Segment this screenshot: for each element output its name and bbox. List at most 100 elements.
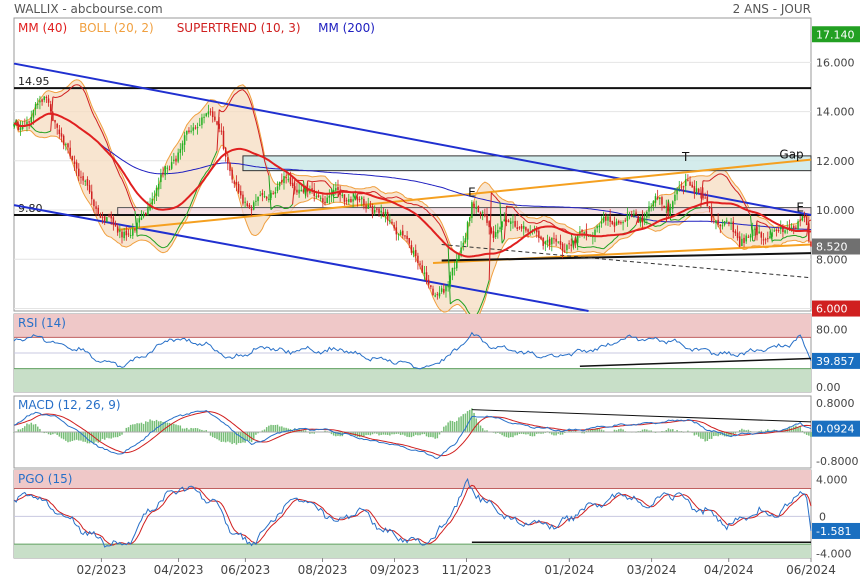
rsi-tick-label: 80.00 bbox=[816, 324, 848, 337]
candle-body bbox=[754, 228, 756, 230]
macd-histogram-bar bbox=[330, 432, 333, 435]
candle-body bbox=[276, 186, 279, 192]
candle-body bbox=[661, 197, 663, 205]
macd-histogram-bar bbox=[287, 428, 290, 432]
macd-histogram-bar bbox=[209, 432, 212, 436]
macd-histogram-bar bbox=[479, 425, 482, 432]
macd-histogram-bar bbox=[639, 430, 642, 432]
macd-histogram-bar bbox=[37, 426, 39, 432]
macd-histogram-bar bbox=[719, 432, 722, 436]
macd-histogram-bar bbox=[710, 432, 713, 439]
candle-body bbox=[386, 211, 389, 221]
candle-body bbox=[47, 98, 50, 103]
candle-body bbox=[140, 217, 143, 220]
x-tick-label: 04/2023 bbox=[154, 563, 204, 577]
chart-header-period: 2 ANS - JOUR bbox=[733, 2, 811, 16]
macd-histogram-bar bbox=[471, 408, 473, 432]
candle-body bbox=[669, 208, 672, 210]
candle-body bbox=[479, 212, 482, 215]
supertrend-bear-line bbox=[15, 84, 812, 281]
macd-histogram-bar bbox=[201, 429, 203, 432]
candle-body bbox=[451, 267, 454, 276]
candle-body bbox=[497, 230, 499, 234]
macd-histogram-bar bbox=[138, 423, 141, 432]
macd-histogram-bar bbox=[548, 432, 551, 434]
candle-body bbox=[397, 233, 400, 235]
macd-histogram-bar bbox=[797, 426, 799, 432]
candle-body bbox=[633, 213, 635, 216]
candle-body bbox=[678, 187, 681, 189]
macd-histogram-bar bbox=[393, 432, 395, 435]
candle-body bbox=[639, 217, 642, 223]
macd-histogram-bar bbox=[760, 430, 763, 432]
candle-body bbox=[414, 249, 417, 256]
macd-histogram-bar bbox=[302, 430, 305, 432]
price-tick-label: 14.000 bbox=[816, 106, 855, 119]
macd-histogram-bar bbox=[594, 429, 596, 432]
candle-body bbox=[512, 221, 514, 223]
macd-histogram-bar bbox=[216, 432, 218, 440]
candle-body bbox=[352, 199, 354, 202]
macd-histogram-bar bbox=[179, 425, 182, 432]
candle-body bbox=[458, 253, 460, 260]
candle-body bbox=[300, 189, 303, 192]
candle-body bbox=[423, 272, 426, 274]
gap-annotation: Gap bbox=[779, 147, 803, 161]
macd-histogram-bar bbox=[574, 430, 577, 432]
macd-histogram-bar bbox=[440, 430, 443, 432]
macd-histogram-bar bbox=[97, 432, 99, 443]
legend-entry: BOLL (20, 2) bbox=[79, 21, 154, 35]
macd-histogram-bar bbox=[218, 432, 220, 441]
macd-histogram-bar bbox=[518, 432, 521, 435]
candle-body bbox=[607, 216, 609, 221]
macd-histogram-bar bbox=[52, 432, 54, 435]
gap-zone bbox=[242, 155, 812, 172]
candle-body bbox=[244, 201, 246, 203]
macd-histogram-bar bbox=[726, 432, 728, 437]
macd-histogram-bar bbox=[300, 429, 303, 432]
candle-body bbox=[494, 232, 497, 238]
rsi-tick-label: 0.00 bbox=[816, 381, 841, 394]
candle-body bbox=[393, 224, 395, 229]
x-tick-label: 01/2024 bbox=[544, 563, 594, 577]
candle-body bbox=[110, 214, 112, 219]
candle-body bbox=[436, 294, 439, 296]
candle-body bbox=[538, 230, 540, 238]
candle-body bbox=[112, 217, 115, 226]
x-tick-label: 08/2023 bbox=[298, 563, 348, 577]
candle-body bbox=[270, 192, 272, 198]
macd-histogram-bar bbox=[198, 429, 201, 432]
candle-body bbox=[767, 238, 769, 240]
macd-histogram-bar bbox=[196, 428, 199, 432]
candle-body bbox=[373, 210, 376, 213]
candle-body bbox=[101, 216, 104, 218]
candle-body bbox=[477, 206, 480, 213]
macd-histogram-bar bbox=[101, 432, 104, 439]
macd-histogram-bar bbox=[227, 432, 229, 442]
candle-body bbox=[406, 235, 408, 239]
candle-body bbox=[13, 123, 15, 127]
candle-body bbox=[315, 196, 318, 198]
macd-histogram-bar bbox=[112, 432, 115, 438]
candle-body bbox=[775, 229, 778, 232]
macd-histogram-bar bbox=[445, 425, 447, 432]
candle-body bbox=[486, 215, 488, 223]
candle-body bbox=[805, 216, 808, 226]
macd-histogram-bar bbox=[270, 424, 272, 432]
candle-body bbox=[618, 220, 620, 224]
upper-channel bbox=[13, 62, 812, 216]
candle-body bbox=[648, 206, 650, 212]
macd-histogram-bar bbox=[810, 432, 812, 437]
macd-histogram-bar bbox=[406, 432, 408, 437]
candle-body bbox=[294, 186, 296, 191]
candle-body bbox=[654, 196, 657, 203]
candle-body bbox=[695, 188, 698, 193]
candle-body bbox=[21, 125, 24, 129]
macd-histogram-bar bbox=[447, 422, 449, 432]
macd-histogram-bar bbox=[425, 432, 428, 437]
candle-body bbox=[224, 147, 227, 157]
macd-histogram-bar bbox=[58, 432, 61, 437]
candle-body bbox=[583, 232, 585, 234]
macd-histogram-bar bbox=[373, 432, 376, 434]
candle-body bbox=[106, 217, 108, 222]
